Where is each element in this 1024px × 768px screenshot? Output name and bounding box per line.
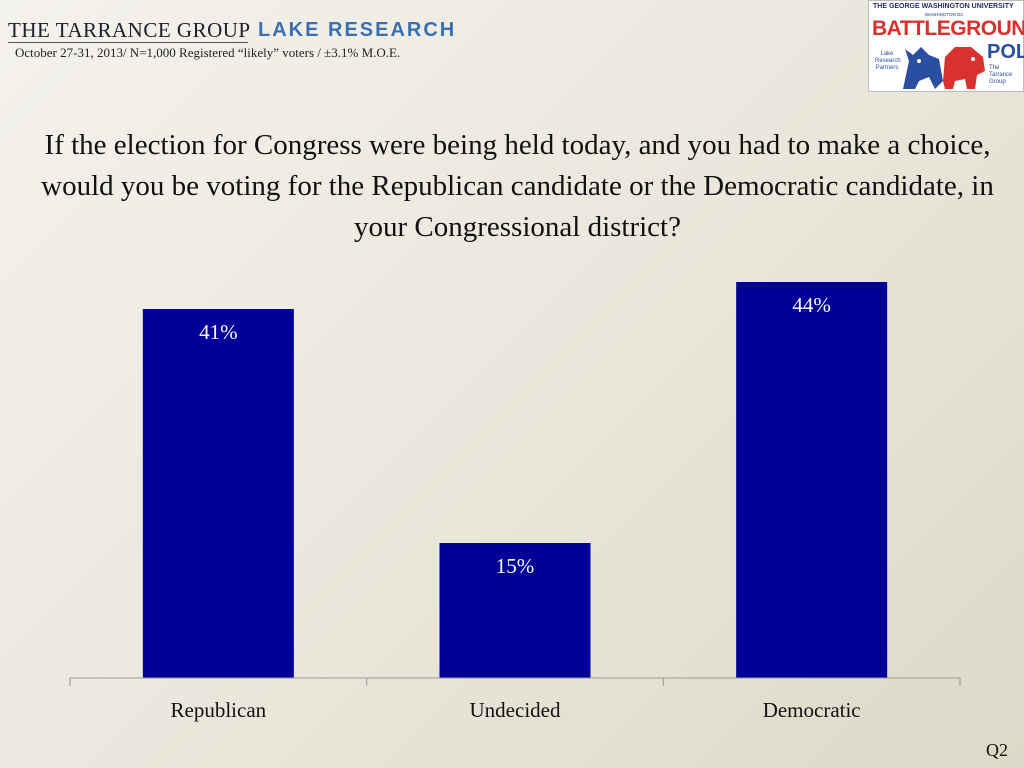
logo-university: THE GEORGE WASHINGTON UNIVERSITY	[873, 3, 1014, 10]
logo-title: BATTLEGROUND	[872, 17, 1024, 40]
logo-right-partner: The Tarrance Group	[989, 65, 1013, 85]
logo-location: WASHINGTON DC	[925, 12, 964, 17]
data-label-democratic: 44%	[792, 293, 831, 317]
tarrance-underline	[8, 42, 248, 43]
lake-research-logo: LAKE RESEARCH	[258, 19, 457, 41]
data-label-undecided: 15%	[496, 554, 535, 578]
chart-title: If the election for Congress were being …	[41, 129, 994, 243]
category-label-republican: Republican	[171, 698, 267, 722]
bar-undecided	[439, 543, 591, 678]
donkey-elephant-icon	[903, 47, 985, 89]
data-label-republican: 41%	[199, 320, 238, 344]
category-label-democratic: Democratic	[763, 698, 861, 722]
question-number: Q2	[986, 740, 1008, 760]
bar-democratic	[736, 282, 888, 678]
tarrance-group-logo: THE TARRANCE GROUP	[8, 18, 251, 42]
logo-left-partner: Lake Research Partners	[875, 51, 901, 71]
battleground-poll-logo: THE GEORGE WASHINGTON UNIVERSITY WASHING…	[868, 0, 1024, 92]
bar-republican	[142, 309, 294, 678]
category-label-undecided: Undecided	[470, 698, 561, 722]
survey-subtitle: October 27-31, 2013/ N=1,000 Registered …	[15, 45, 401, 60]
